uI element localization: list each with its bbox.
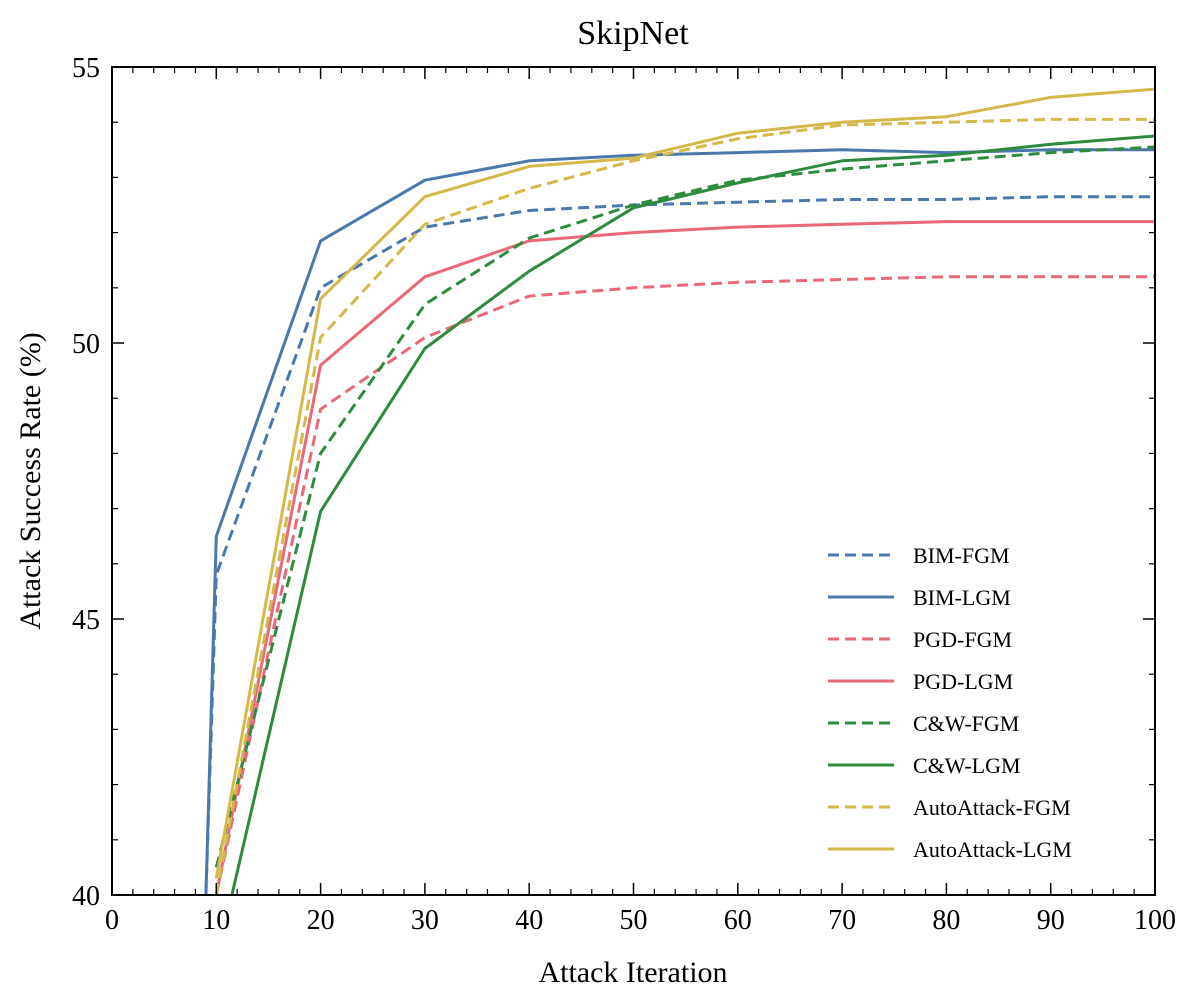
- series-line-c-w-lgm: [230, 134, 1155, 895]
- legend-label: BIM-LGM: [913, 585, 1011, 610]
- y-axis-title: Attack Success Rate (%): [14, 332, 47, 629]
- x-axis-title: Attack Iteration: [538, 956, 727, 989]
- legend-label: C&W-LGM: [913, 753, 1021, 778]
- series-line-bim-lgm: [204, 148, 1155, 895]
- x-tick-label: 60: [724, 905, 752, 936]
- y-tick-label: 40: [72, 881, 100, 912]
- legend: BIM-FGM BIM-LGM PGD-FGM PGD-LGM C&W-FGM C&W-L…: [828, 543, 1072, 862]
- x-tick-label: 80: [932, 905, 960, 936]
- x-tick-label: 70: [828, 905, 856, 936]
- series-line-autoattack-lgm: [214, 87, 1155, 879]
- legend-label: PGD-FGM: [913, 627, 1012, 652]
- x-tick-label: 0: [105, 905, 119, 936]
- legend-label: PGD-LGM: [913, 669, 1013, 694]
- x-tick-label: 30: [411, 905, 439, 936]
- series-line-autoattack-fgm: [214, 117, 1155, 895]
- x-tick-label: 90: [1037, 905, 1065, 936]
- series-line-pgd-lgm: [214, 220, 1155, 895]
- y-tick-label: 50: [72, 329, 100, 360]
- legend-label: AutoAttack-FGM: [913, 795, 1071, 820]
- x-tick-label: 10: [202, 905, 230, 936]
- legend-label: C&W-FGM: [913, 711, 1019, 736]
- x-tick-label: 40: [515, 905, 543, 936]
- y-axis-ticks: 40 45 50 55: [72, 53, 1155, 912]
- series-line-bim-fgm: [204, 195, 1155, 895]
- x-tick-label: 100: [1134, 905, 1176, 936]
- x-tick-label: 20: [307, 905, 335, 936]
- x-axis-ticks: 0 10 20 30 40 50 60 70 80 90 100: [105, 67, 1176, 936]
- series-line-pgd-fgm: [214, 275, 1155, 895]
- y-tick-label: 45: [72, 605, 100, 636]
- legend-label: AutoAttack-LGM: [913, 837, 1072, 862]
- y-tick-label: 55: [72, 53, 100, 84]
- chart-title: SkipNet: [577, 15, 689, 52]
- x-tick-label: 50: [620, 905, 648, 936]
- legend-label: BIM-FGM: [913, 543, 1010, 568]
- series-line-c-w-fgm: [214, 145, 1155, 868]
- series-lines: [204, 87, 1155, 895]
